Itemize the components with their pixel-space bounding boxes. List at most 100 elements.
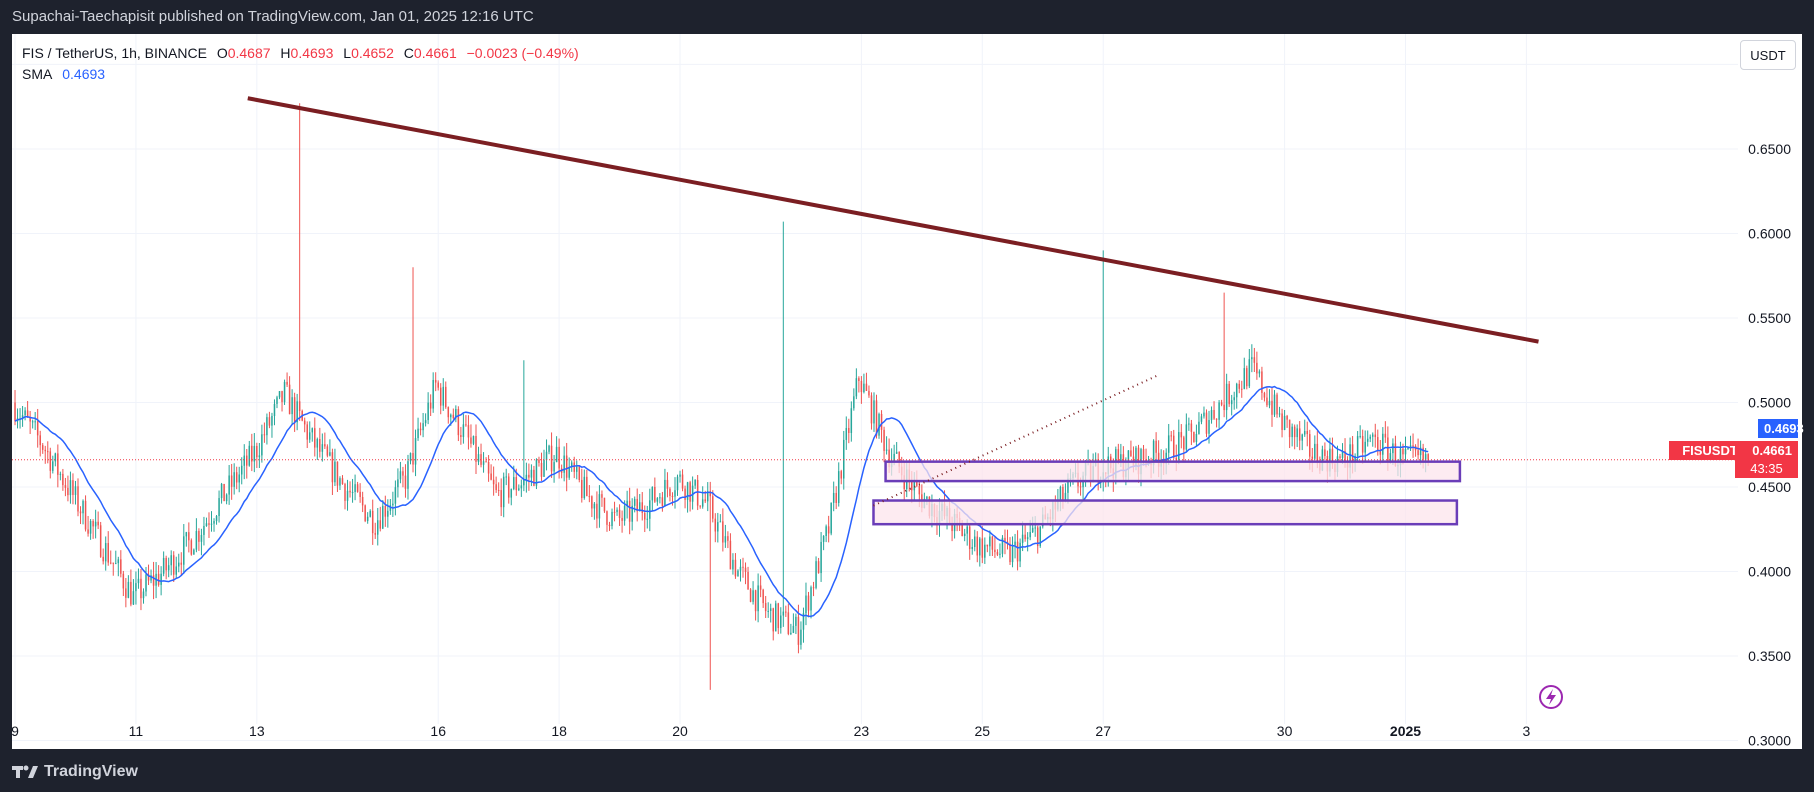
candle-body <box>384 505 387 517</box>
candle-body <box>450 414 452 418</box>
candle-body <box>14 402 16 422</box>
candle-body <box>570 462 573 468</box>
candle-body <box>830 502 832 534</box>
x-tick-label: 25 <box>975 723 991 739</box>
candle-body <box>764 603 767 612</box>
candle-body <box>749 589 752 602</box>
candle-body <box>311 428 314 433</box>
candle-body <box>848 427 850 433</box>
currency-button[interactable]: USDT <box>1740 40 1796 70</box>
candle-body <box>220 483 223 499</box>
candle-body <box>371 510 374 534</box>
candle-body <box>991 536 994 550</box>
candle-body <box>669 488 671 496</box>
candle-body <box>31 421 34 423</box>
chart-panel[interactable] <box>12 34 1802 749</box>
candle-body <box>29 417 31 422</box>
candle-body <box>1238 383 1240 389</box>
candle-body <box>167 565 170 571</box>
candle-body <box>271 415 273 426</box>
candle-body <box>87 529 89 534</box>
candle-body <box>523 479 525 486</box>
candle-body <box>47 451 49 453</box>
candle-body <box>246 455 248 466</box>
candle-body <box>266 417 268 436</box>
candle-body <box>225 494 228 502</box>
candle-body <box>1152 440 1155 466</box>
candle-body <box>1019 542 1021 562</box>
candle-body <box>64 485 67 488</box>
candle-body <box>321 444 324 452</box>
candle-body <box>666 479 669 489</box>
open-label: O <box>216 45 228 61</box>
candle-body <box>812 587 815 589</box>
candle-body <box>273 403 276 416</box>
candle-body <box>195 530 198 550</box>
candle-body <box>1213 410 1215 419</box>
candle-body <box>767 610 769 612</box>
candle-body <box>1203 412 1205 417</box>
candle-body <box>1288 419 1291 438</box>
candle-body <box>1243 368 1246 389</box>
candle-body <box>288 384 291 415</box>
candle-body <box>57 453 59 475</box>
candle-body <box>1188 423 1190 425</box>
candle-body <box>341 478 344 485</box>
candle-body <box>336 461 339 486</box>
candle-body <box>535 459 538 486</box>
candle-body <box>752 590 754 602</box>
candle-body <box>1417 450 1419 456</box>
symbol-label[interactable]: FIS / TetherUS, 1h, BINANCE <box>22 45 207 61</box>
x-tick-label: 18 <box>551 723 567 739</box>
candle-body <box>651 486 654 501</box>
candle-body <box>885 449 888 451</box>
candle-body <box>722 521 724 543</box>
candle-body <box>1026 537 1029 540</box>
candle-body <box>558 446 560 469</box>
candle-body <box>457 409 460 436</box>
candle-body <box>520 485 523 489</box>
candle-body <box>656 498 659 502</box>
candle-body <box>810 587 812 611</box>
candle-body <box>344 484 346 501</box>
support-zone-box[interactable] <box>872 499 1459 526</box>
candle-body <box>555 446 558 463</box>
candle-body <box>689 482 691 502</box>
candle-body <box>674 490 676 497</box>
candle-body <box>324 444 326 447</box>
candle-body <box>361 497 364 506</box>
candle-body <box>162 557 165 574</box>
candle-body <box>132 591 135 605</box>
candle-body <box>379 520 382 529</box>
tradingview-logo[interactable]: TradingView <box>12 763 138 781</box>
candle-body <box>843 439 845 479</box>
candle-body <box>1117 449 1120 462</box>
candle-body <box>601 494 603 498</box>
candle-body <box>477 454 480 462</box>
dotted-uptrend-line[interactable] <box>873 374 1159 507</box>
candle-body <box>412 453 414 465</box>
candle-body <box>611 511 613 527</box>
candle-body <box>140 578 142 599</box>
candle-body <box>67 487 69 496</box>
lightning-icon[interactable] <box>1539 685 1563 709</box>
candle-body <box>586 476 588 497</box>
candle-body <box>104 543 107 562</box>
support-zone-box[interactable] <box>884 460 1462 483</box>
open-value: 0.4687 <box>227 45 271 61</box>
descending-trendline[interactable] <box>247 96 1539 344</box>
candle-body <box>392 503 394 506</box>
candle-body <box>853 396 855 409</box>
candle-body <box>568 467 570 478</box>
candle-body <box>769 608 772 611</box>
candle-body <box>911 480 913 491</box>
candle-body <box>596 503 598 519</box>
sma-line[interactable] <box>14 385 1429 618</box>
sma-value: 0.4693 <box>62 66 106 82</box>
candle-body <box>850 408 853 433</box>
candle-body <box>855 378 858 397</box>
sma-row[interactable]: SMA 0.4693 <box>22 64 579 85</box>
candle-body <box>1359 435 1361 437</box>
candle-body <box>1404 448 1407 455</box>
